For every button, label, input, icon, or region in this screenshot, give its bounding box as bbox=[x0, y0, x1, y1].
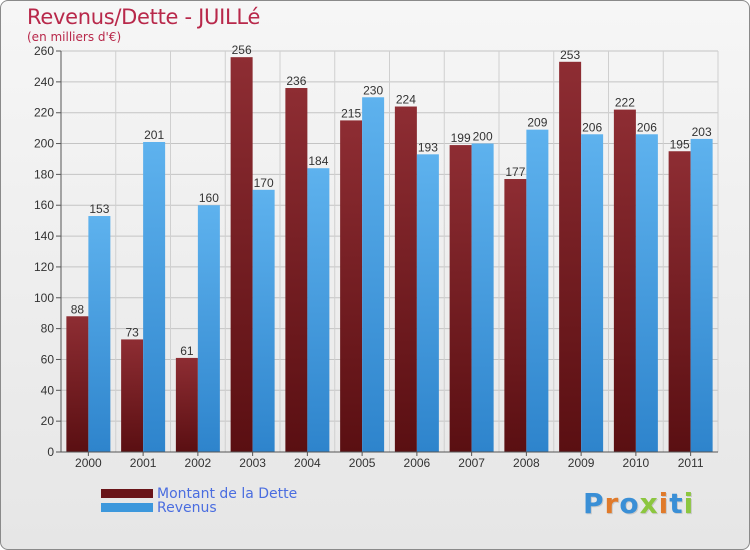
data-label: 160 bbox=[199, 191, 219, 205]
revenus-bar bbox=[143, 141, 166, 452]
y-tick-label: 120 bbox=[34, 260, 54, 274]
dette-bar bbox=[340, 120, 363, 453]
dette-bar bbox=[121, 339, 144, 452]
chart-title: Revenus/Dette - JUILLé bbox=[27, 5, 261, 29]
legend-swatch-revenus bbox=[101, 503, 153, 512]
dette-bar bbox=[559, 61, 582, 453]
revenus-bar bbox=[88, 216, 111, 452]
y-tick-label: 200 bbox=[34, 137, 54, 151]
x-tick-label: 2003 bbox=[239, 456, 266, 470]
y-tick-label: 60 bbox=[41, 352, 55, 366]
revenus-bar bbox=[581, 134, 604, 453]
dette-bar bbox=[175, 357, 198, 452]
x-tick-label: 2008 bbox=[513, 456, 540, 470]
y-tick-label: 0 bbox=[47, 445, 54, 459]
data-label: 170 bbox=[254, 176, 274, 190]
dette-bar bbox=[613, 109, 636, 452]
revenus-bar bbox=[526, 129, 549, 452]
dette-bar bbox=[230, 57, 253, 453]
y-tick-label: 240 bbox=[34, 75, 54, 89]
y-tick-label: 20 bbox=[41, 414, 55, 428]
data-label: 215 bbox=[341, 106, 361, 120]
data-label: 199 bbox=[451, 131, 471, 145]
data-label: 195 bbox=[670, 137, 690, 151]
data-label: 201 bbox=[144, 128, 164, 142]
dette-bar bbox=[449, 145, 472, 453]
y-tick-label: 260 bbox=[34, 44, 54, 58]
dette-bar bbox=[394, 106, 417, 453]
revenus-bar bbox=[471, 143, 494, 453]
legend-label-dette: Montant de la Dette bbox=[157, 486, 298, 502]
y-tick-label: 80 bbox=[41, 322, 55, 336]
data-label: 230 bbox=[363, 83, 383, 97]
revenus-bar bbox=[362, 97, 385, 453]
x-tick-label: 2007 bbox=[458, 456, 485, 470]
data-label: 253 bbox=[560, 48, 580, 62]
dette-bar bbox=[285, 88, 308, 452]
legend-label-revenus: Revenus bbox=[157, 500, 217, 516]
data-label: 203 bbox=[692, 125, 712, 139]
data-label: 206 bbox=[637, 120, 657, 134]
dette-bar bbox=[504, 179, 527, 452]
data-label: 222 bbox=[615, 96, 635, 110]
data-label: 256 bbox=[232, 43, 252, 57]
data-label: 224 bbox=[396, 93, 416, 107]
data-label: 88 bbox=[71, 302, 85, 316]
data-label: 61 bbox=[180, 344, 194, 358]
y-tick-label: 40 bbox=[41, 383, 55, 397]
y-tick-label: 140 bbox=[34, 229, 54, 243]
data-label: 206 bbox=[582, 120, 602, 134]
legend-swatch-dette bbox=[101, 489, 153, 498]
dette-bar bbox=[66, 316, 89, 452]
data-label: 236 bbox=[286, 74, 306, 88]
y-tick-label: 160 bbox=[34, 198, 54, 212]
data-label: 209 bbox=[527, 116, 547, 130]
y-tick-label: 180 bbox=[34, 167, 54, 181]
x-tick-label: 2006 bbox=[404, 456, 431, 470]
x-tick-label: 2011 bbox=[678, 456, 704, 470]
y-tick-label: 220 bbox=[34, 106, 54, 120]
chart-subtitle: (en milliers d'€) bbox=[27, 30, 122, 44]
revenus-bar bbox=[252, 189, 275, 453]
x-tick-label: 2010 bbox=[623, 456, 650, 470]
revenus-bar bbox=[197, 205, 220, 452]
revenus-bar bbox=[690, 138, 713, 452]
revenus-bar bbox=[307, 168, 330, 452]
data-label: 153 bbox=[89, 202, 109, 216]
y-tick-label: 100 bbox=[34, 291, 54, 305]
x-tick-label: 2001 bbox=[130, 456, 157, 470]
x-tick-label: 2000 bbox=[75, 456, 102, 470]
proxiti-logo: Proxiti bbox=[583, 487, 695, 520]
x-tick-label: 2009 bbox=[568, 456, 595, 470]
revenus-bar bbox=[416, 154, 439, 453]
x-tick-label: 2004 bbox=[294, 456, 321, 470]
dette-bar bbox=[668, 151, 691, 452]
data-label: 200 bbox=[473, 130, 493, 144]
x-tick-label: 2005 bbox=[349, 456, 376, 470]
data-label: 177 bbox=[505, 165, 525, 179]
revenus-bar bbox=[635, 134, 658, 453]
data-label: 193 bbox=[418, 140, 438, 154]
x-tick-label: 2002 bbox=[185, 456, 212, 470]
data-label: 184 bbox=[308, 154, 328, 168]
data-label: 73 bbox=[125, 325, 139, 339]
